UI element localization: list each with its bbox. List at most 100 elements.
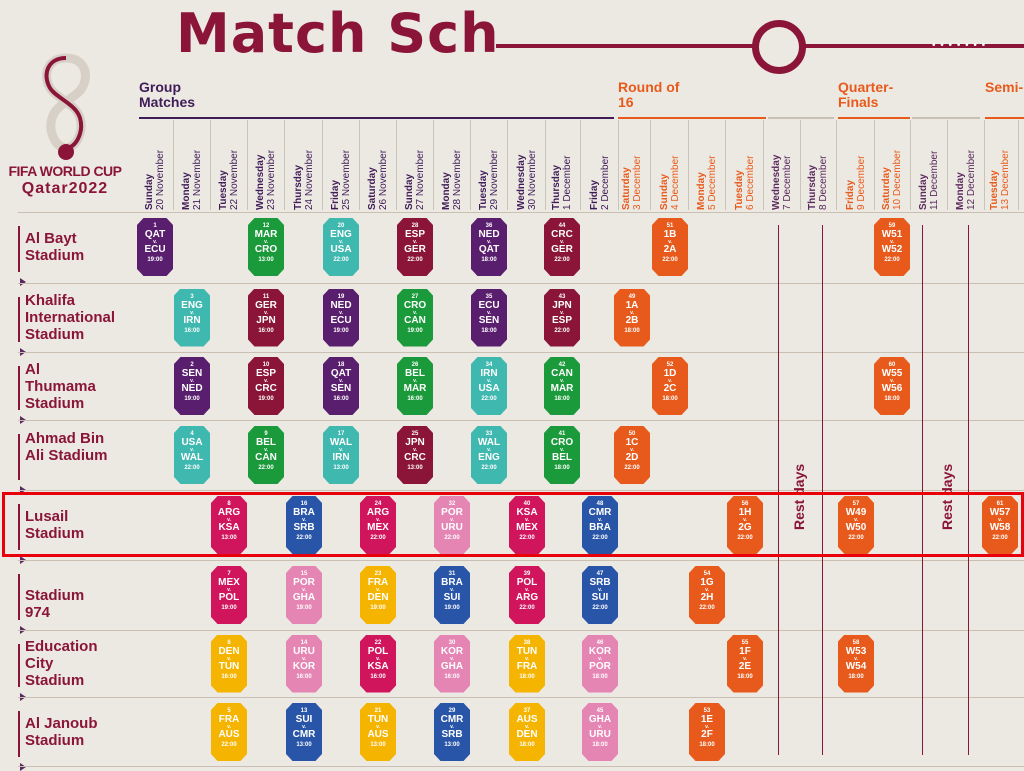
match-badge[interactable]: 11 GER v. JPN 16:00 (248, 288, 284, 347)
match-badge[interactable]: 34 IRN v. USA 22:00 (471, 357, 507, 415)
match-badge[interactable]: 37 AUS v. DEN 18:00 (509, 703, 545, 761)
match-badge[interactable]: 44 CRC v. GER 22:00 (544, 218, 580, 276)
date-column-divider (545, 120, 546, 210)
date-header-day: Monday (181, 172, 192, 210)
match-badge[interactable]: 40 KSA v. MEX 22:00 (509, 496, 545, 554)
match-badge[interactable]: 36 NED v. QAT 18:00 (471, 218, 507, 276)
match-badge[interactable]: 9 BEL v. CAN 22:00 (248, 426, 284, 484)
match-badge[interactable]: 2 SEN v. NED 19:00 (174, 357, 210, 415)
date-header: Sunday 20 November (144, 150, 166, 210)
match-number: 60 (888, 362, 896, 368)
match-badge[interactable]: 6 DEN v. TUN 16:00 (211, 634, 247, 693)
match-number: 20 (337, 223, 345, 229)
match-badge[interactable]: 54 1G v. 2H 22:00 (689, 566, 725, 624)
match-badge[interactable]: 45 GHA v. URU 18:00 (582, 703, 618, 761)
match-badge[interactable]: 20 ENG v. USA 22:00 (323, 218, 359, 276)
match-badge[interactable]: 46 KOR v. POR 18:00 (582, 634, 618, 693)
rest-days-rule (778, 225, 779, 755)
match-number: 23 (374, 571, 382, 577)
match-versus: v. (190, 378, 194, 384)
match-kickoff-time: 18:00 (848, 673, 864, 680)
match-badge[interactable]: 38 TUN v. FRA 18:00 (509, 634, 545, 693)
match-badge[interactable]: 15 POR v. GHA 19:00 (286, 566, 322, 624)
match-home-team: SRB (589, 577, 611, 588)
match-badge[interactable]: 58 W53 v. W54 18:00 (838, 634, 874, 693)
match-badge[interactable]: 27 CRO v. CAN 19:00 (397, 288, 433, 347)
match-badge[interactable]: 51 1B v. 2A 22:00 (652, 218, 688, 276)
match-badge[interactable]: 21 TUN v. AUS 13:00 (360, 703, 396, 761)
stadium-row-divider (18, 420, 1024, 421)
match-badge[interactable]: 28 ESP v. GER 22:00 (397, 218, 433, 276)
match-kickoff-time: 19:00 (258, 396, 274, 402)
match-badge[interactable]: 43 JPN v. ESP 22:00 (544, 288, 580, 347)
match-badge[interactable]: 25 JPN v. CRC 13:00 (397, 426, 433, 484)
match-badge[interactable]: 33 WAL v. ENG 22:00 (471, 426, 507, 484)
match-badge[interactable]: 18 QAT v. SEN 16:00 (323, 357, 359, 415)
date-header-date: 11 December (929, 150, 940, 210)
match-number: 16 (300, 501, 308, 507)
match-kickoff-time: 16:00 (296, 673, 312, 680)
match-badge[interactable]: 30 KOR v. GHA 16:00 (434, 634, 470, 693)
match-badge[interactable]: 61 W57 v. W58 22:00 (982, 496, 1018, 554)
match-badge[interactable]: 41 CRO v. BEL 18:00 (544, 426, 580, 484)
match-badge[interactable]: 49 1A v. 2B 18:00 (614, 288, 650, 347)
match-badge[interactable]: 3 ENG v. IRN 16:00 (174, 288, 210, 347)
match-home-team: 1H (738, 507, 752, 518)
match-badge[interactable]: 13 SUI v. CMR 13:00 (286, 703, 322, 761)
match-kickoff-time: 18:00 (481, 257, 497, 263)
match-badge[interactable]: 4 USA v. WAL 22:00 (174, 426, 210, 484)
match-badge[interactable]: 39 POL v. ARG 22:00 (509, 566, 545, 624)
date-column-divider (688, 120, 689, 210)
match-badge[interactable]: 16 BRA v. SRB 22:00 (286, 496, 322, 554)
rest-days-rule (822, 225, 823, 755)
match-badge[interactable]: 23 FRA v. DEN 19:00 (360, 566, 396, 624)
match-badge[interactable]: 24 ARG v. MEX 22:00 (360, 496, 396, 554)
match-badge[interactable]: 31 BRA v. SUI 19:00 (434, 566, 470, 624)
match-badge[interactable]: 60 W55 v. W56 18:00 (874, 357, 910, 415)
match-home-team: BEL (405, 368, 425, 379)
match-badge[interactable]: 8 ARG v. KSA 13:00 (211, 496, 247, 554)
lusail-stadium-row-highlight (2, 492, 1024, 557)
match-kickoff-time: 19:00 (147, 257, 163, 263)
match-badge[interactable]: 12 MAR v. CRO 13:00 (248, 218, 284, 276)
match-away-team: W50 (845, 522, 867, 533)
match-badge[interactable]: 29 CMR v. SRB 13:00 (434, 703, 470, 761)
match-badge[interactable]: 22 POL v. KSA 16:00 (360, 634, 396, 693)
match-badge[interactable]: 50 1C v. 2D 22:00 (614, 426, 650, 484)
match-badge[interactable]: 53 1E v. 2F 18:00 (689, 703, 725, 761)
match-badge[interactable]: 5 FRA v. AUS 22:00 (211, 703, 247, 761)
match-badge[interactable]: 59 W51 v. W52 22:00 (874, 218, 910, 276)
match-away-team: ESP (551, 314, 572, 326)
match-badge[interactable]: 10 ESP v. CRC 19:00 (248, 357, 284, 415)
stadium-row-divider (18, 766, 1024, 767)
section-rest-rule-2 (912, 117, 980, 119)
match-badge[interactable]: 35 ECU v. SEN 18:00 (471, 288, 507, 347)
match-badge[interactable]: 7 MEX v. POL 19:00 (211, 566, 247, 624)
match-badge[interactable]: 47 SRB v. SUI 22:00 (582, 566, 618, 624)
stadium-side-rule (18, 644, 20, 687)
match-home-team: 1A (625, 299, 639, 311)
match-away-team: USA (478, 383, 500, 394)
match-badge[interactable]: 52 1D v. 2C 18:00 (652, 357, 688, 415)
match-badge[interactable]: 42 CAN v. MAR 18:00 (544, 357, 580, 415)
match-badge[interactable]: 57 W49 v. W50 22:00 (838, 496, 874, 554)
date-column-divider (396, 120, 397, 210)
match-badge[interactable]: 26 BEL v. MAR 16:00 (397, 357, 433, 415)
match-number: 7 (227, 571, 231, 577)
match-kickoff-time: 18:00 (481, 327, 497, 334)
match-badge[interactable]: 14 URU v. KOR 16:00 (286, 634, 322, 693)
match-badge[interactable]: 55 1F v. 2E 18:00 (727, 634, 763, 693)
match-badge[interactable]: 1 QAT v. ECU 19:00 (137, 218, 173, 276)
date-header-date: 8 December (818, 155, 829, 210)
match-badge[interactable]: 19 NED v. ECU 19:00 (323, 288, 359, 347)
match-number: 11 (262, 293, 270, 300)
date-column-divider (322, 120, 323, 210)
match-kickoff-time: 13:00 (407, 465, 423, 471)
match-badge[interactable]: 17 WAL v. IRN 13:00 (323, 426, 359, 484)
match-badge[interactable]: 48 CMR v. BRA 22:00 (582, 496, 618, 554)
stadium-name: Lusail Stadium (25, 508, 85, 542)
match-number: 1 (153, 223, 157, 229)
match-versus: v. (560, 447, 564, 453)
match-badge[interactable]: 56 1H v. 2G 22:00 (727, 496, 763, 554)
match-badge[interactable]: 32 POR v. URU 22:00 (434, 496, 470, 554)
